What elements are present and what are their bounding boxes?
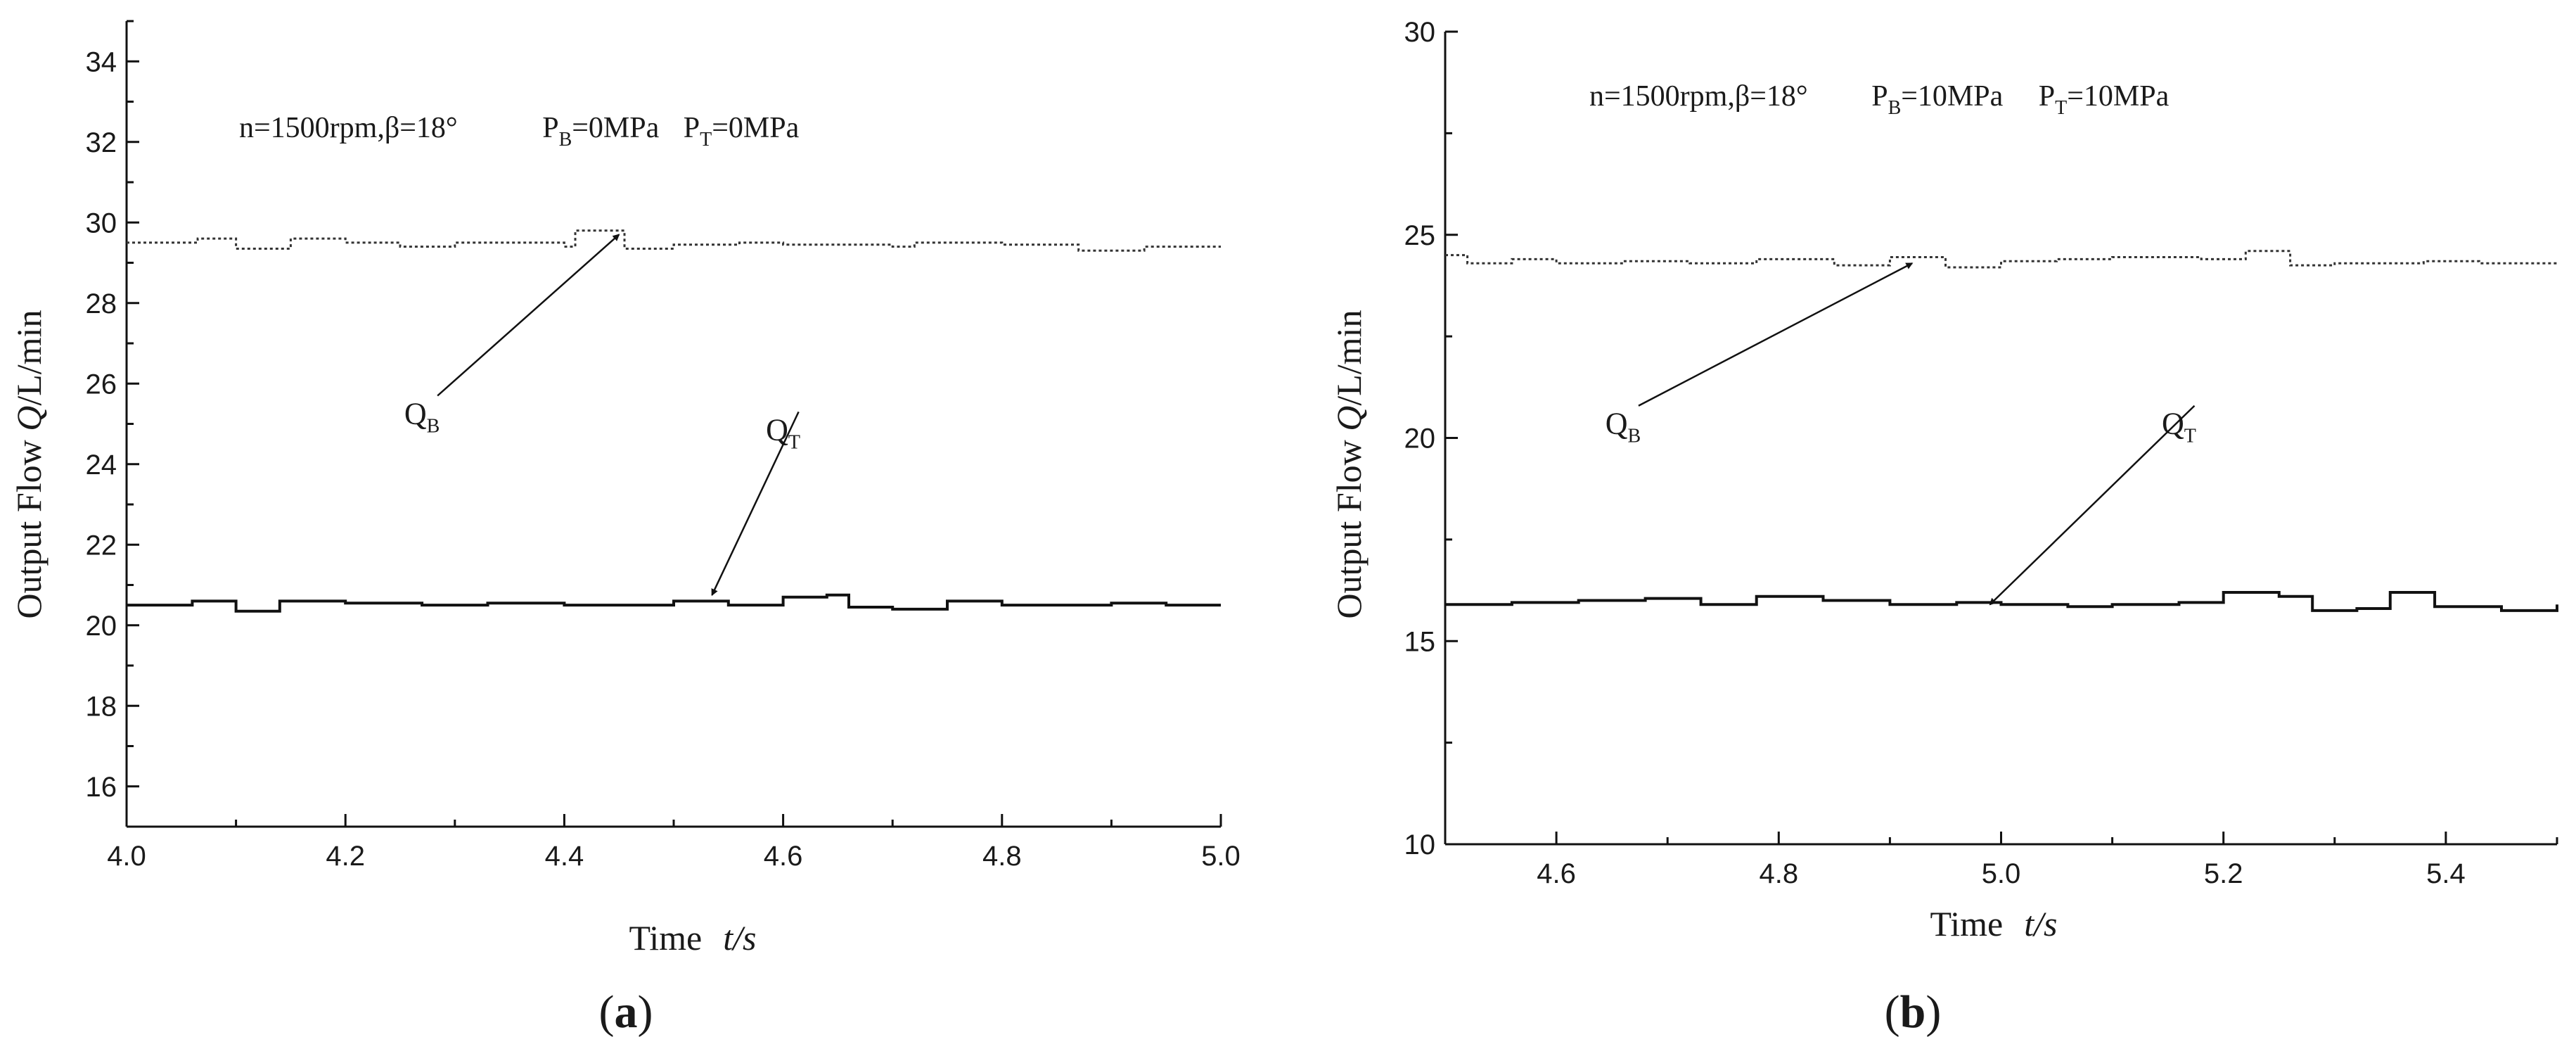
annotation-arrow-qt-a xyxy=(711,411,800,597)
condition-pb-value-b: =10MPa xyxy=(1901,80,2003,113)
series-label-qb-a: QB xyxy=(404,397,440,438)
y-axis-title-a: Output Flow Q/L/min xyxy=(9,310,49,619)
y-tick-label-a: 34 xyxy=(86,46,117,77)
x-axis-title-b: Time t/s xyxy=(1930,904,2057,943)
condition-pt-b: P xyxy=(2039,80,2055,113)
y-axis-title-post-a: /L/min xyxy=(9,310,49,406)
condition-pt-value-b: =10MPa xyxy=(2067,80,2169,113)
x-tick-label-a: 5.0 xyxy=(1201,841,1241,872)
y-tick-label-a: 30 xyxy=(86,208,117,238)
condition-pt-a: P xyxy=(684,112,700,144)
y-tick-label-a: 20 xyxy=(86,611,117,642)
caption-letter-b: b xyxy=(1900,986,1926,1037)
x-axis-title-main-a: Time xyxy=(629,918,702,958)
condition-n-beta-a: n=1500rpm,β=18° xyxy=(239,112,458,144)
condition-n-beta-b: n=1500rpm,β=18° xyxy=(1589,80,1808,113)
y-axis-title-post-b: /L/min xyxy=(1329,310,1369,406)
x-tick-label-a: 4.4 xyxy=(545,841,584,872)
annotation-arrow-qb-b xyxy=(1638,262,1914,407)
annotation-arrow-qt-b xyxy=(1989,405,2196,606)
x-tick-label-a: 4.0 xyxy=(107,841,146,872)
series-line-qt-a xyxy=(127,593,1221,613)
y-axis-title-q-b: Q xyxy=(1329,406,1369,431)
y-tick-label-a: 22 xyxy=(86,530,117,561)
x-tick-label-a: 4.2 xyxy=(326,841,365,872)
series-line-qt-b xyxy=(1445,591,2558,612)
caption-open-a: ( xyxy=(599,986,615,1037)
condition-pb-b: P xyxy=(1871,80,1888,113)
condition-pt-sub-a: T xyxy=(700,129,712,151)
x-tick-label-b: 5.0 xyxy=(1982,858,2021,889)
y-tick-label-a: 28 xyxy=(86,288,117,319)
y-tick-label-a: 24 xyxy=(86,450,117,481)
caption-open-b: ( xyxy=(1885,986,1900,1037)
y-tick-label-b: 20 xyxy=(1404,424,1436,454)
series-line-qb-b xyxy=(1445,250,2558,269)
condition-pb-sub-a: B xyxy=(559,129,572,151)
y-axis-title-q-a: Q xyxy=(9,406,49,431)
x-axis-title-unit-a: t/s xyxy=(723,918,756,958)
series-line-qb-a xyxy=(127,229,1221,252)
y-axis-title-pre-b: Output Flow xyxy=(1329,431,1369,619)
y-tick-label-b: 25 xyxy=(1404,220,1436,251)
caption-close-a: ) xyxy=(638,986,653,1037)
x-axis-title-unit-b: t/s xyxy=(2024,904,2057,943)
x-axis-title-a: Time t/s xyxy=(629,918,756,958)
x-tick-label-b: 4.8 xyxy=(1759,858,1798,889)
x-tick-label-b: 5.2 xyxy=(2204,858,2243,889)
annotation-arrow-qb-a xyxy=(437,234,620,397)
condition-pb-a: P xyxy=(542,112,558,144)
x-tick-label-b: 4.6 xyxy=(1537,858,1576,889)
condition-pt-value-a: =0MPa xyxy=(712,112,799,144)
condition-pb-sub-b: B xyxy=(1888,97,1902,119)
x-tick-label-b: 5.4 xyxy=(2426,858,2466,889)
x-tick-label-a: 4.6 xyxy=(764,841,803,872)
y-tick-label-a: 32 xyxy=(86,127,117,158)
caption-letter-a: a xyxy=(615,986,638,1037)
y-tick-label-b: 30 xyxy=(1404,17,1436,48)
series-label-qt-b: QT xyxy=(2162,407,2196,447)
y-tick-label-b: 15 xyxy=(1404,626,1436,657)
panel-caption-a: (a) xyxy=(599,986,653,1037)
condition-text-b: n=1500rpm,β=18° PB=10MPa PT=10MPa xyxy=(1589,80,2170,119)
x-axis-title-main-b: Time xyxy=(1930,904,2003,943)
chart-panel-a: n=1500rpm,β=18° PB=0MPa PT=0MPa Output F… xyxy=(9,20,1241,1037)
caption-close-b: ) xyxy=(1925,986,1941,1037)
y-tick-label-a: 18 xyxy=(86,691,117,722)
condition-pb-value-a: =0MPa xyxy=(572,112,659,144)
series-label-qb-b: QB xyxy=(1606,407,1641,447)
condition-text-a: n=1500rpm,β=18° PB=0MPa PT=0MPa xyxy=(239,112,800,151)
panel-caption-b: (b) xyxy=(1885,986,1942,1037)
y-tick-label-a: 26 xyxy=(86,369,117,400)
y-tick-label-b: 10 xyxy=(1404,829,1436,860)
chart-panel-b: n=1500rpm,β=18° PB=10MPa PT=10MPa Output… xyxy=(1329,17,2558,1037)
y-axis-title-b: Output Flow Q/L/min xyxy=(1329,310,1369,619)
y-axis-title-pre-a: Output Flow xyxy=(9,431,49,619)
y-tick-label-a: 16 xyxy=(86,772,117,803)
condition-pt-sub-b: T xyxy=(2055,97,2067,119)
x-tick-label-a: 4.8 xyxy=(982,841,1022,872)
